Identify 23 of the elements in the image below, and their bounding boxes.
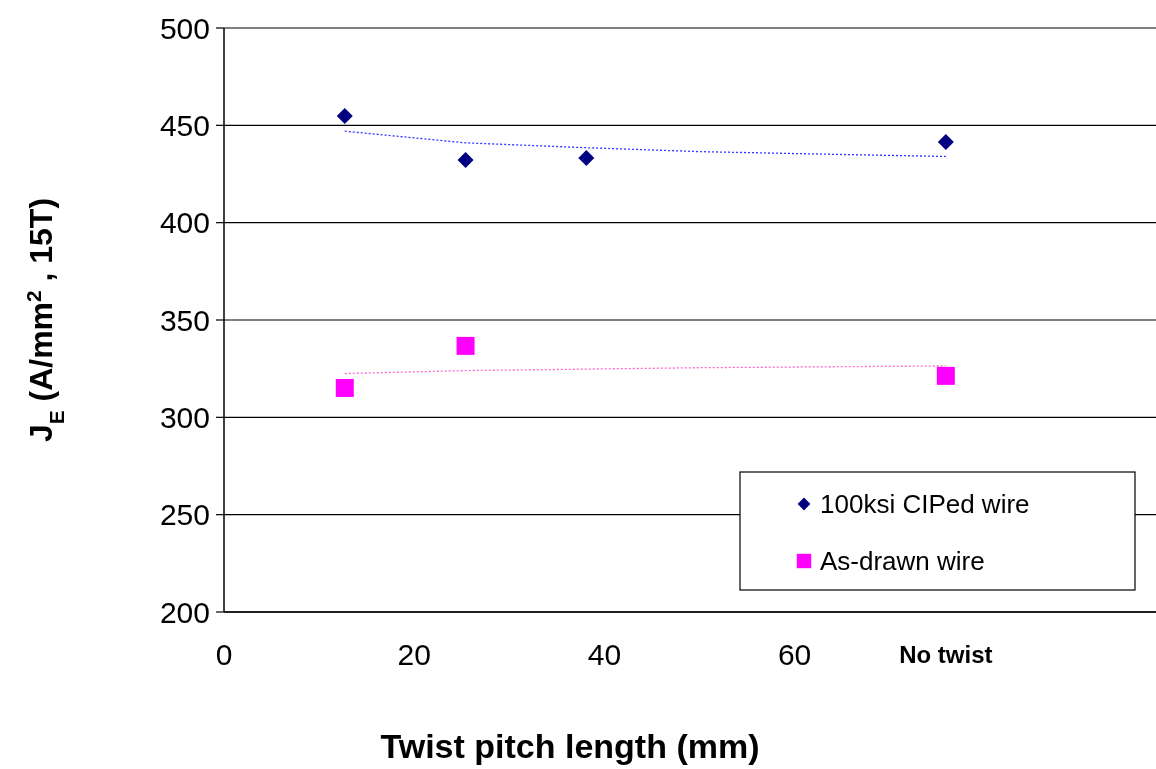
x-tick-label: 60 <box>777 637 812 671</box>
x-tick-label: No twist <box>899 640 993 668</box>
y-tick-label: 450 <box>159 108 210 142</box>
point <box>336 107 353 124</box>
point <box>335 378 354 397</box>
x-tick-label: 0 <box>215 637 233 671</box>
x-axis-title: Twist pitch length (mm) <box>380 727 760 765</box>
line-series <box>344 130 947 158</box>
legend-label: 100ksi CIPed wire <box>820 489 1030 520</box>
y-tick-label: 500 <box>159 11 210 45</box>
y-tick-label: 300 <box>159 400 210 434</box>
y-tick-label: 250 <box>159 498 210 532</box>
y-tick-label: 200 <box>159 595 210 629</box>
point <box>936 366 955 385</box>
x-tick-label: 40 <box>587 637 622 671</box>
y-tick-label: 400 <box>159 206 210 240</box>
point <box>457 151 474 168</box>
point <box>937 134 954 151</box>
y-tick-label: 350 <box>159 303 210 337</box>
point <box>456 336 475 355</box>
legend-label: As-drawn wire <box>820 546 985 577</box>
x-tick-label: 20 <box>397 637 431 671</box>
point <box>578 150 595 167</box>
